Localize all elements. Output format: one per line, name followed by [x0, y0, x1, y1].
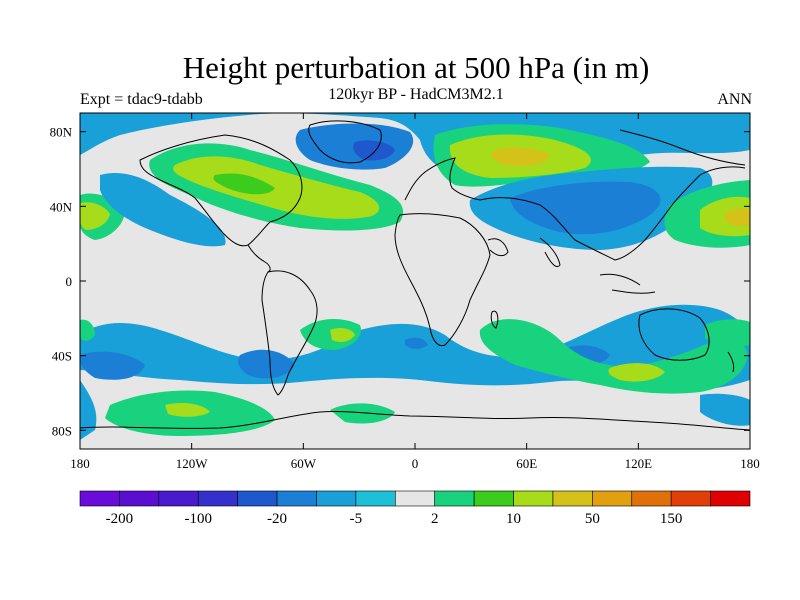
colorbar-label: -5	[350, 511, 363, 527]
colorbar-label: 2	[431, 511, 439, 527]
contour-nh-darkest-blue	[353, 140, 395, 161]
coast-asia	[479, 129, 746, 261]
contour-antarctic-blue-east	[700, 393, 750, 426]
lat-tick-label: 40N	[50, 199, 73, 214]
coast-europe	[404, 157, 481, 201]
coast-africa	[394, 213, 491, 347]
lat-tick-label: 0	[66, 274, 73, 289]
contour-npac-blue	[100, 172, 226, 247]
contour-pacific-east-lime	[80, 202, 110, 230]
lon-tick-label: 60E	[516, 456, 537, 471]
contour-sp-lime	[165, 402, 210, 417]
colorbar-swatch	[276, 490, 317, 507]
lon-axis: 180 120W 60W 0 60E 120E 180	[70, 113, 760, 471]
colorbar-label: -20	[267, 511, 287, 527]
contour-io-green	[479, 319, 748, 394]
contour-pacific-west-yellow	[725, 208, 750, 227]
coast-north-america	[139, 134, 303, 247]
colorbar-swatch	[197, 490, 238, 507]
coast-greenland	[308, 120, 382, 164]
colorbar-label: 50	[585, 511, 600, 527]
colorbar-swatch	[237, 490, 278, 507]
colorbar-label: -100	[184, 511, 212, 527]
map-subtitle: 120kyr BP - HadCM3M2.1	[328, 86, 504, 103]
contour-na-lime	[173, 156, 380, 219]
coast-antarctica	[80, 411, 750, 431]
colorbar-swatch	[473, 490, 514, 507]
colorbar-swatch	[158, 490, 199, 507]
contour-sh-deep-blue-2	[238, 349, 295, 379]
map-title: Height perturbation at 500 hPa (in m)	[182, 50, 650, 85]
contour-sh-deep-blue-1	[80, 351, 145, 380]
colorbar-label: 10	[506, 511, 521, 527]
contour-antarctic-blue	[80, 380, 97, 440]
coast-indonesia	[599, 273, 656, 294]
lat-axis: 80N 40N 0 40S 80S	[50, 125, 750, 438]
lat-tick-label: 80N	[50, 125, 73, 140]
colorbar-swatch	[631, 490, 672, 507]
season-label: ANN	[717, 91, 752, 108]
colorbar-swatch	[552, 490, 593, 507]
colorbar-label: 150	[660, 511, 683, 527]
colorbar-swatch	[670, 490, 711, 507]
contour-eu-yellow	[491, 147, 550, 167]
contour-sh-deep-blue-4	[405, 337, 428, 349]
coastlines	[80, 120, 750, 431]
coast-south-america	[261, 270, 318, 396]
lat-tick-label: 80S	[52, 423, 72, 438]
experiment-label: Expt = tdac9-tdabb	[80, 91, 203, 108]
lon-tick-label: 120E	[625, 456, 653, 471]
coast-central-america	[247, 244, 271, 273]
coast-australia	[638, 308, 710, 361]
lon-tick-label: 180	[740, 456, 760, 471]
contour-sp-west-green	[80, 319, 95, 341]
colorbar-swatch	[119, 490, 160, 507]
colorbar-swatch	[513, 490, 554, 507]
coast-arabia-india	[487, 237, 561, 267]
colorbar-swatch	[316, 490, 357, 507]
colorbar-swatch	[710, 490, 751, 507]
contour-sa-lime	[330, 327, 355, 343]
lon-tick-label: 120W	[176, 456, 209, 471]
contour-io-lime	[608, 363, 665, 382]
coast-new-zealand	[727, 351, 735, 373]
contour-asia-deep-blue	[510, 181, 661, 235]
lon-tick-label: 180	[70, 456, 90, 471]
colorbar-swatch	[355, 490, 396, 507]
colorbar-label: -200	[106, 511, 134, 527]
colorbar-swatch	[434, 490, 475, 507]
colorbar: -200 -100 -20 -5 2 10 50 150	[79, 490, 751, 527]
lon-tick-label: 0	[412, 456, 419, 471]
colorbar-swatch	[592, 490, 633, 507]
contour-na-green-core	[213, 173, 275, 195]
contour-so-green	[330, 403, 395, 424]
coast-madagascar	[490, 310, 499, 329]
contour-sa-green	[300, 318, 361, 350]
contour-sp-east-green	[705, 319, 750, 347]
colorbar-swatch	[394, 490, 436, 507]
colorbar-swatch	[79, 490, 120, 507]
lat-tick-label: 40S	[52, 349, 72, 364]
map-panel	[80, 113, 750, 449]
lon-tick-label: 60W	[291, 456, 317, 471]
